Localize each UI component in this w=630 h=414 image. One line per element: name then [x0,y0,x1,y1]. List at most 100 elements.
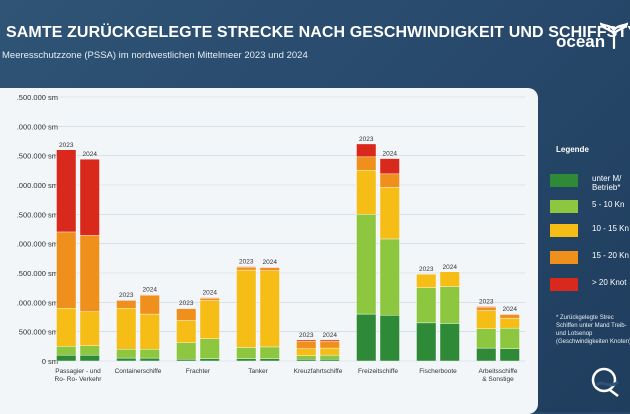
bar-segment [499,348,520,362]
bar-segment [139,294,160,296]
y-tick-label: .500.000 sm [17,93,58,102]
bar-segment [259,270,280,348]
y-tick-label: .000.000 sm [17,240,58,249]
logo-text: ocean [556,32,606,51]
bar-segment [116,349,137,359]
bar-segment [79,158,100,236]
bar-segment [56,231,77,309]
bar-segment [416,273,437,288]
legend-label: unter M/ Betrieb* [592,174,622,192]
category-label: Frachter [186,368,211,375]
bar-segment [499,313,520,315]
y-tick-label: .500.000 sm [17,152,58,161]
bar-segment [236,266,257,268]
legend-swatch [550,200,578,213]
year-label: 2023 [419,266,434,273]
bar-segment [356,143,377,158]
category-label: Kreuzfahrtschiffe [294,368,343,375]
bar-segment [176,359,197,362]
bar-segment [139,349,160,359]
legend-label: 10 - 15 Kn [592,224,629,233]
bar-segment [476,306,497,311]
year-label: 2024 [203,290,218,297]
bar-segment [356,313,377,362]
bar-segment [176,307,197,309]
bar-segment [416,287,437,324]
category-label: Ro- Ro- Verkehr [55,376,103,383]
y-tick-label: 500.000 sm [19,328,58,337]
year-label: 2023 [239,259,254,266]
bar-segment [56,346,77,356]
bar-segment [116,307,137,350]
y-tick-label: .500.000 sm [17,269,58,278]
bar-segment [176,320,197,344]
year-label: 2024 [443,264,458,271]
y-tick-label: .000.000 sm [17,298,58,307]
bar-segment [199,358,220,362]
legend-swatch [550,224,578,237]
bar-segment [356,156,377,171]
year-label: 2024 [83,151,98,158]
year-label: 2023 [179,300,194,307]
category-label: Tanker [248,368,268,375]
bar-segment [476,347,497,362]
category-label: Passagier - und [55,368,101,375]
legend-title: Legende [556,145,589,154]
wave-logo-icon [591,367,619,397]
year-label: 2024 [383,151,398,158]
bar-segment [439,271,460,287]
y-tick-label: .000.000 sm [17,122,58,131]
legend-swatch [550,251,578,264]
bar-segment [56,354,77,362]
bar-segment [439,286,460,324]
bar-segment [236,266,257,271]
bar-segment [259,266,280,268]
bar-segment [116,299,137,301]
bar-segment [379,158,400,175]
bar-segment [236,269,257,348]
year-label: 2023 [59,142,74,149]
bar-segment [139,357,160,362]
bar-segment [176,342,197,360]
year-label: 2023 [479,298,494,305]
bar-segment [199,338,220,359]
bar-segment [379,173,400,188]
bar-segment [116,357,137,362]
y-tick-label: .500.000 sm [17,210,58,219]
bar-segment [79,235,100,312]
bar-segment [499,314,520,319]
bar-segment [319,339,340,342]
bar-segment [379,187,400,240]
bar-segment [236,347,257,359]
legend-label: 5 - 10 Kn [592,200,625,209]
bar-segment [236,358,257,362]
bar-segment [199,298,220,301]
bar-segment [79,354,100,362]
bar-segment [296,355,317,360]
chart-title: SAMTE ZURÜCKGELEGTE STRECKE NACH GESCHWI… [6,24,630,41]
year-label: 2023 [359,136,374,143]
bar-segment [296,340,317,349]
bar-segment [199,300,220,339]
bar-segment [499,317,520,329]
bar-segment [116,300,137,309]
bar-segment [259,346,280,359]
year-label: 2024 [143,287,158,294]
y-tick-label: .000.000 sm [17,181,58,190]
bar-segment [259,267,280,271]
bar-segment [439,323,460,362]
bar-segment [319,359,340,362]
bar-segment [259,358,280,362]
bar-segment [296,359,317,362]
category-label: Containerschiffe [115,368,162,375]
year-label: 2023 [119,292,134,299]
ocean-logo: ocean [556,18,628,58]
legend-footnote: * Zurückgelegte Strec Schiffen unter Man… [556,315,630,345]
category-label: Fischerboote [419,368,457,375]
bar-segment [379,238,400,316]
legend-swatch [550,278,578,291]
bar-segment [139,313,160,350]
bar-segment [319,347,340,356]
stacked-bar-chart: 0 sm 500.000 sm .000.000 sm .500.000 sm .000… [17,93,525,383]
bar-segment [476,306,497,308]
